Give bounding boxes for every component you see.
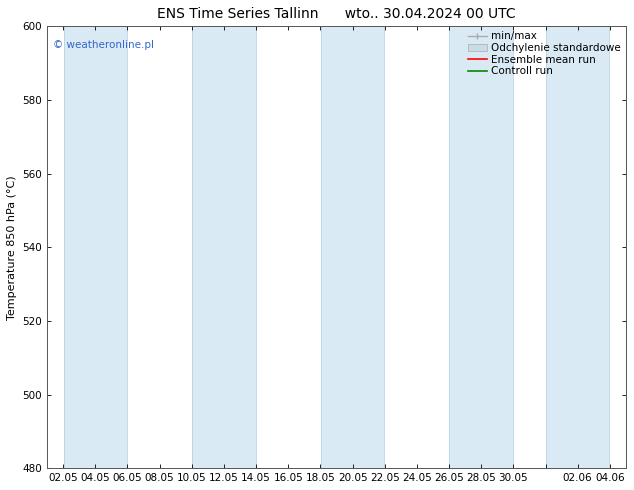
Legend: min/max, Odchylenie standardowe, Ensemble mean run, Controll run: min/max, Odchylenie standardowe, Ensembl… [468, 31, 621, 76]
Bar [192, 26, 256, 468]
Bar [321, 26, 384, 468]
Text: © weatheronline.pl: © weatheronline.pl [53, 40, 154, 49]
Bar [546, 26, 609, 468]
Bar [450, 26, 513, 468]
Title: ENS Time Series Tallinn      wto.. 30.04.2024 00 UTC: ENS Time Series Tallinn wto.. 30.04.2024… [157, 7, 516, 21]
Y-axis label: Temperature 850 hPa (°C): Temperature 850 hPa (°C) [7, 175, 17, 319]
Bar [63, 26, 127, 468]
